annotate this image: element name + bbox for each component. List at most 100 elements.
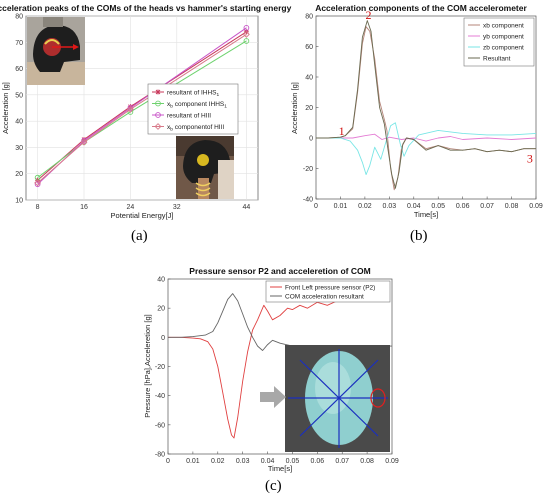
chart-c-xtick: 0.06 (311, 458, 325, 465)
chart-a-point (80, 138, 88, 146)
chart-c-ytick: 40 (157, 277, 165, 284)
chart-b-ytick: -20 (303, 166, 313, 173)
chart-b-xtick: 0 (314, 203, 318, 210)
chart-b-legend-entry: Resultant (483, 55, 511, 62)
chart-a-legend-entry: xb componentof HIII (167, 124, 224, 133)
chart-b-xtick: 0.01 (334, 203, 348, 210)
chart-a-ytick: 70 (15, 40, 23, 47)
chart-b-xtick: 0.06 (456, 203, 470, 210)
chart-c-series-line-0 (168, 300, 338, 439)
caption-c: (c) (265, 478, 282, 494)
chart-a-legend-marker (155, 112, 161, 118)
chart-a-xtick: 8 (36, 204, 40, 211)
chart-c-xtick: 0.08 (360, 458, 374, 465)
chart-b-annotation-2: 2 (366, 8, 372, 22)
chart-b-xtick: 0.04 (407, 203, 421, 210)
chart-a-xlabel: Potential Energy[J] (111, 211, 174, 220)
chart-c-ytick: 20 (157, 306, 165, 313)
chart-b-ytick: 80 (305, 14, 313, 21)
chart-c-legend: Front Left pressure sensor (P2) COM accel… (265, 280, 391, 303)
chart-c-ytick: -20 (155, 364, 165, 371)
chart-c-xtick: 0.01 (186, 458, 200, 465)
chart-b-ticks: 0 0.01 0.02 0.03 0.04 0.05 0.06 0.07 0.08 0.09 -40… (303, 14, 543, 211)
chart-a-legend-marker (155, 89, 161, 95)
chart-a-xtick: 24 (127, 204, 135, 211)
chart-a-xtick: 44 (243, 204, 251, 211)
chart-a-ytick: 50 (15, 92, 23, 99)
chart-a-ticks: 8 16 24 32 44 10 20 30 40 50 60 70 80 (15, 14, 250, 212)
chart-a-ytick: 60 (15, 66, 23, 73)
chart-b-xtick: 0.02 (358, 203, 372, 210)
chart-b-series-line-1 (316, 133, 537, 142)
chart-b-series-line-3 (316, 20, 536, 189)
chart-a-ytick: 80 (15, 14, 23, 21)
chart-c-xtick: 0.09 (385, 458, 399, 465)
helmet-photo-bottom (176, 136, 234, 199)
chart-a-point (242, 30, 250, 38)
chart-b-ytick: 0 (309, 136, 313, 143)
chart-a-point (34, 179, 42, 187)
chart-c-legend-entry: COM acceleration resultant (285, 293, 364, 300)
chart-b-xtick: 0.08 (505, 203, 519, 210)
chart-a-legend-entry: resultant of IHHS1 (167, 89, 220, 98)
chart-b-xtick: 0.07 (480, 203, 494, 210)
chart-c-legend-entry: Front Left pressure sensor (P2) (285, 284, 375, 291)
helmet-photo-top (27, 17, 85, 85)
chart-b-legend-entry: xb component (483, 22, 524, 29)
chart-a-ytick: 30 (15, 145, 23, 152)
chart-b-series (316, 20, 537, 191)
chart-a-point (34, 181, 41, 188)
chart-a-title: acceleration peaks of the COMs of the he… (0, 3, 292, 13)
chart-c-ytick: 0 (161, 335, 165, 342)
chart-a-legend-marker (154, 123, 162, 130)
chart-a-xtick: 16 (80, 204, 88, 211)
chart-a-legend-entry: xb component IHHS1 (167, 101, 227, 110)
chart-b-xtick: 0.05 (431, 203, 445, 210)
chart-a-point (243, 38, 250, 44)
chart-a-series (34, 24, 250, 188)
chart-c-xtick: 0 (166, 458, 170, 465)
chart-c-ytick: -40 (155, 393, 165, 400)
caption-b: (b) (410, 228, 428, 244)
chart-b-legend: xb component yb component zb component Resu… (463, 17, 535, 67)
chart-c-xtick: 0.04 (261, 458, 275, 465)
chart-a-legend-marker (155, 100, 161, 107)
gray-arrow-icon (260, 386, 286, 408)
chart-c-xtick: 0.07 (335, 458, 349, 465)
chart-b-ytick: 60 (305, 44, 313, 51)
chart-b-legend-entry: zb component (483, 44, 524, 51)
chart-b-legend-entry: yb component (483, 33, 524, 40)
chart-a-legend: resultant of IHHS1 xb component IHHS1 resu… (147, 83, 239, 135)
chart-c-xtick: 0.02 (211, 458, 225, 465)
chart-c-xtick: 0.05 (286, 458, 300, 465)
chart-a-point (126, 105, 134, 113)
chart-b-series-line-2 (316, 122, 537, 176)
chart-b-xlabel: Time[s] (414, 210, 438, 219)
chart-c-xlabel: Time[s] (268, 464, 292, 473)
head-sensor-map (285, 345, 390, 452)
caption-a: (a) (131, 228, 148, 244)
chart-a-xtick: 32 (173, 204, 181, 211)
chart-c-ylabel: Pressure [hPa],Acceleretion [g] (143, 314, 152, 417)
chart-b-xtick: 0.03 (383, 203, 397, 210)
chart-c-ytick: -80 (155, 452, 165, 459)
chart-a-point (243, 24, 250, 31)
chart-b-ytick: 40 (305, 75, 313, 82)
chart-b-ytick: -40 (303, 197, 313, 204)
chart-c-xtick: 0.03 (236, 458, 250, 465)
chart-b-xtick: 0.09 (529, 203, 543, 210)
chart-a-legend-entry: resultant of HIII (167, 112, 211, 119)
chart-a-ytick: 10 (15, 198, 23, 205)
chart-b-ylabel: Acceleration [g] (290, 82, 299, 134)
chart-b-annotations: 1 2 3 (339, 8, 533, 165)
chart-a-ytick: 40 (15, 119, 23, 126)
chart-b-title: Acceleration components of the COM accel… (315, 3, 527, 13)
chart-a-ylabel: Acceleration [g] (1, 82, 10, 134)
chart-b-annotation-3: 3 (527, 151, 533, 165)
chart-a-series-line-3 (37, 33, 247, 184)
chart-b-annotation-1: 1 (339, 124, 345, 138)
chart-b-ytick: 20 (305, 105, 313, 112)
